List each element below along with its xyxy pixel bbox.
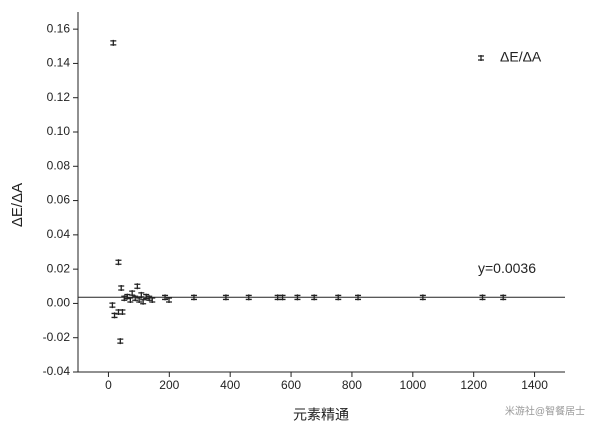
- y-tick-label: -0.02: [43, 330, 71, 344]
- annotation: y=0.0036: [478, 260, 536, 276]
- marker-shape: [222, 294, 229, 301]
- marker-shape: [127, 297, 134, 303]
- marker: [190, 294, 197, 301]
- y-axis-title: ΔE/ΔA: [9, 183, 26, 227]
- marker-shape: [109, 302, 116, 309]
- marker-shape: [118, 285, 125, 291]
- x-tick-label: 1200: [460, 378, 487, 392]
- marker-shape: [335, 294, 342, 301]
- marker: [143, 293, 150, 300]
- marker: [136, 297, 143, 303]
- marker: [119, 309, 126, 315]
- marker-shape: [110, 39, 117, 46]
- x-tick-label: 1400: [521, 378, 548, 392]
- marker: [149, 297, 156, 303]
- marker-shape: [419, 294, 426, 301]
- marker: [109, 302, 116, 309]
- marker: [129, 290, 136, 297]
- legend-label: ΔE/ΔA: [500, 49, 542, 65]
- marker: [117, 338, 124, 345]
- marker: [355, 294, 362, 301]
- x-tick-label: 200: [159, 378, 179, 392]
- y-tick-label: 0.14: [47, 56, 71, 70]
- marker: [111, 312, 118, 319]
- y-tick-label: 0.04: [47, 227, 71, 241]
- y-tick-label: 0.08: [47, 158, 71, 172]
- x-tick-label: 800: [342, 378, 362, 392]
- marker: [162, 294, 169, 301]
- y-tick-label: 0.00: [47, 296, 71, 310]
- marker-shape: [129, 290, 136, 297]
- y-tick-label: 0.06: [47, 193, 71, 207]
- marker-shape: [138, 291, 145, 298]
- y-tick-label: 0.10: [47, 124, 71, 138]
- marker: [479, 294, 486, 301]
- marker: [222, 294, 229, 301]
- marker-shape: [115, 259, 122, 266]
- marker-shape: [140, 298, 147, 305]
- marker: [118, 285, 125, 291]
- marker-shape: [162, 294, 169, 301]
- marker-shape: [149, 297, 156, 303]
- y-tick-label: 0.02: [47, 261, 71, 275]
- marker-shape: [146, 295, 153, 302]
- y-tick-label: 0.16: [47, 21, 71, 35]
- marker-shape: [479, 294, 486, 301]
- marker-shape: [190, 294, 197, 301]
- marker-shape: [119, 309, 126, 315]
- marker: [134, 283, 141, 290]
- marker: [478, 55, 484, 61]
- marker-shape: [294, 294, 301, 301]
- marker-shape: [117, 338, 124, 345]
- watermark: 米游社@智餐居士: [505, 405, 585, 418]
- marker-shape: [478, 55, 484, 61]
- marker-shape: [121, 295, 128, 302]
- y-tick-label: -0.04: [43, 364, 71, 378]
- marker: [138, 291, 145, 298]
- marker: [166, 297, 173, 303]
- marker: [115, 259, 122, 266]
- x-axis-title: 元素精通: [293, 407, 349, 423]
- marker: [132, 295, 139, 302]
- marker: [335, 294, 342, 301]
- x-tick-label: 0: [105, 378, 112, 392]
- marker: [419, 294, 426, 301]
- marker-shape: [311, 294, 318, 301]
- y-tick-label: 0.12: [47, 90, 71, 104]
- marker-shape: [279, 294, 286, 301]
- marker-shape: [500, 294, 507, 301]
- marker: [140, 298, 147, 305]
- marker-shape: [355, 294, 362, 301]
- marker-shape: [132, 295, 139, 302]
- x-tick-label: 600: [281, 378, 301, 392]
- marker: [146, 295, 153, 302]
- marker: [311, 294, 318, 301]
- marker-shape: [166, 297, 173, 303]
- marker: [110, 39, 117, 46]
- marker-shape: [136, 297, 143, 303]
- marker: [279, 294, 286, 301]
- marker-shape: [111, 312, 118, 319]
- marker: [294, 294, 301, 301]
- marker: [121, 295, 128, 302]
- marker: [500, 294, 507, 301]
- x-tick-label: 400: [220, 378, 240, 392]
- x-tick-label: 1000: [399, 378, 426, 392]
- marker-shape: [245, 294, 252, 301]
- marker-shape: [134, 283, 141, 290]
- marker-shape: [143, 293, 150, 300]
- marker: [245, 294, 252, 301]
- marker: [127, 297, 134, 303]
